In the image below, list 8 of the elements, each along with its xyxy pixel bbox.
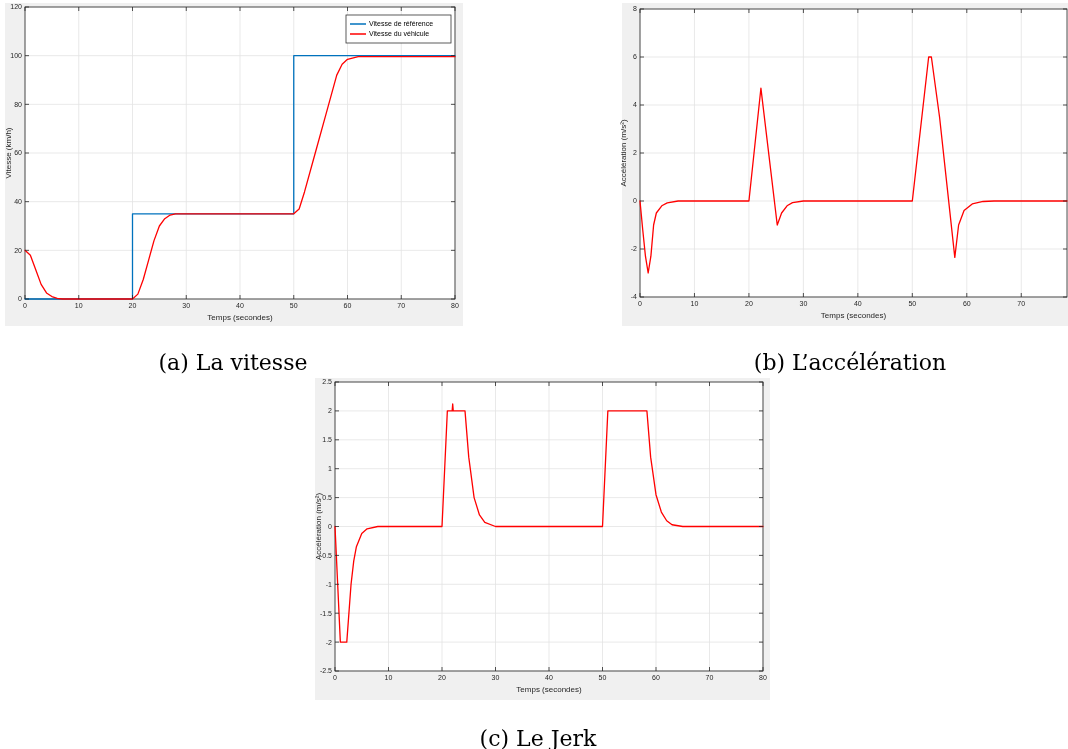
line-series	[334, 403, 764, 643]
text: (a) La vitesse	[158, 349, 308, 375]
y-axis-title: Vitesse (km/h)	[4, 127, 13, 179]
text: (b) L’accélération	[753, 349, 947, 375]
x-axis-title: Temps (secondes)	[516, 685, 583, 694]
x-axis-title: Temps (secondes)	[820, 311, 887, 320]
x-axis-title: Temps (secondes)	[207, 313, 274, 322]
y-axis-title: Accélération (m/s²)	[619, 119, 628, 187]
